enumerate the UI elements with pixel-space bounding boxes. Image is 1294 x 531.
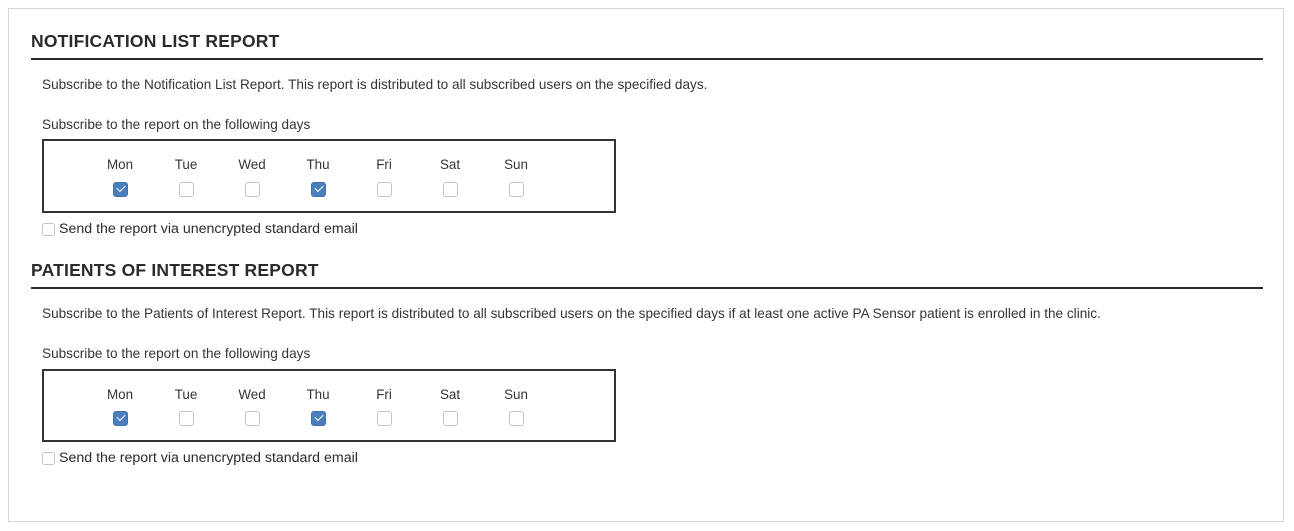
day-checkbox-tue[interactable] bbox=[178, 410, 194, 426]
section-body: Subscribe to the Notification List Repor… bbox=[31, 60, 1263, 238]
day-label-mon: Mon bbox=[106, 157, 134, 173]
day-checkbox-wed[interactable] bbox=[244, 181, 260, 197]
day-label-tue: Tue bbox=[174, 386, 198, 402]
day-column-wed: Wed bbox=[219, 157, 285, 197]
days-subscribe-label: Subscribe to the report on the following… bbox=[42, 116, 311, 132]
day-checkbox-sat[interactable] bbox=[442, 410, 458, 426]
day-label-tue: Tue bbox=[174, 157, 198, 173]
day-label-sun: Sun bbox=[504, 157, 528, 173]
day-label-thu: Thu bbox=[306, 386, 330, 402]
section-description: Subscribe to the Patients of Interest Re… bbox=[42, 306, 1101, 322]
day-checkbox-thu[interactable] bbox=[310, 410, 326, 426]
day-label-sat: Sat bbox=[439, 386, 461, 402]
day-checkbox-wed[interactable] bbox=[244, 410, 260, 426]
section-spacer bbox=[31, 238, 1263, 260]
days-row: Mon Tue Wed Thu bbox=[44, 157, 614, 197]
unencrypted-email-option[interactable]: Send the report via unencrypted standard… bbox=[42, 450, 1263, 468]
days-subscribe-label: Subscribe to the report on the following… bbox=[42, 346, 311, 362]
unencrypted-email-option[interactable]: Send the report via unencrypted standard… bbox=[42, 221, 1263, 239]
day-label-mon: Mon bbox=[106, 386, 134, 402]
day-checkbox-tue[interactable] bbox=[178, 181, 194, 197]
days-selector-box: Mon Tue Wed Thu bbox=[42, 139, 616, 213]
day-checkbox-sun[interactable] bbox=[508, 410, 524, 426]
day-checkbox-sun[interactable] bbox=[508, 181, 524, 197]
section-description: Subscribe to the Notification List Repor… bbox=[42, 77, 708, 93]
day-column-mon: Mon bbox=[87, 157, 153, 197]
day-column-sun: Sun bbox=[483, 387, 549, 426]
day-column-mon: Mon bbox=[87, 387, 153, 426]
report-subscriptions-panel: NOTIFICATION LIST REPORT Subscribe to th… bbox=[8, 8, 1284, 522]
day-checkbox-sat[interactable] bbox=[442, 181, 458, 197]
day-column-sun: Sun bbox=[483, 157, 549, 197]
day-label-fri: Fri bbox=[376, 386, 392, 402]
section-patients-of-interest-report: PATIENTS OF INTEREST REPORT Subscribe to… bbox=[31, 260, 1263, 467]
day-column-wed: Wed bbox=[219, 387, 285, 426]
unencrypted-email-label: Send the report via unencrypted standard… bbox=[59, 449, 358, 466]
day-checkbox-thu[interactable] bbox=[310, 181, 326, 197]
unencrypted-email-label: Send the report via unencrypted standard… bbox=[59, 220, 358, 237]
day-checkbox-mon[interactable] bbox=[112, 410, 128, 426]
day-column-thu: Thu bbox=[285, 387, 351, 426]
unencrypted-email-checkbox[interactable] bbox=[42, 452, 55, 466]
panel-content: NOTIFICATION LIST REPORT Subscribe to th… bbox=[31, 31, 1263, 468]
section-body: Subscribe to the Patients of Interest Re… bbox=[31, 289, 1263, 467]
days-row: Mon Tue Wed Thu bbox=[44, 387, 614, 426]
day-checkbox-fri[interactable] bbox=[376, 410, 392, 426]
day-label-thu: Thu bbox=[306, 157, 330, 173]
section-notification-list-report: NOTIFICATION LIST REPORT Subscribe to th… bbox=[31, 31, 1263, 238]
day-column-fri: Fri bbox=[351, 157, 417, 197]
day-label-sat: Sat bbox=[439, 157, 461, 173]
day-column-sat: Sat bbox=[417, 387, 483, 426]
section-heading: NOTIFICATION LIST REPORT bbox=[31, 31, 1263, 61]
day-column-fri: Fri bbox=[351, 387, 417, 426]
day-column-thu: Thu bbox=[285, 157, 351, 197]
day-column-tue: Tue bbox=[153, 157, 219, 197]
day-label-fri: Fri bbox=[376, 157, 392, 173]
day-checkbox-mon[interactable] bbox=[112, 181, 128, 197]
days-selector-box: Mon Tue Wed Thu bbox=[42, 368, 616, 442]
unencrypted-email-checkbox[interactable] bbox=[42, 222, 55, 236]
day-label-wed: Wed bbox=[238, 386, 266, 402]
day-label-sun: Sun bbox=[504, 386, 528, 402]
day-column-tue: Tue bbox=[153, 387, 219, 426]
day-checkbox-fri[interactable] bbox=[376, 181, 392, 197]
day-label-wed: Wed bbox=[238, 157, 266, 173]
day-column-sat: Sat bbox=[417, 157, 483, 197]
section-heading: PATIENTS OF INTEREST REPORT bbox=[31, 260, 1263, 290]
